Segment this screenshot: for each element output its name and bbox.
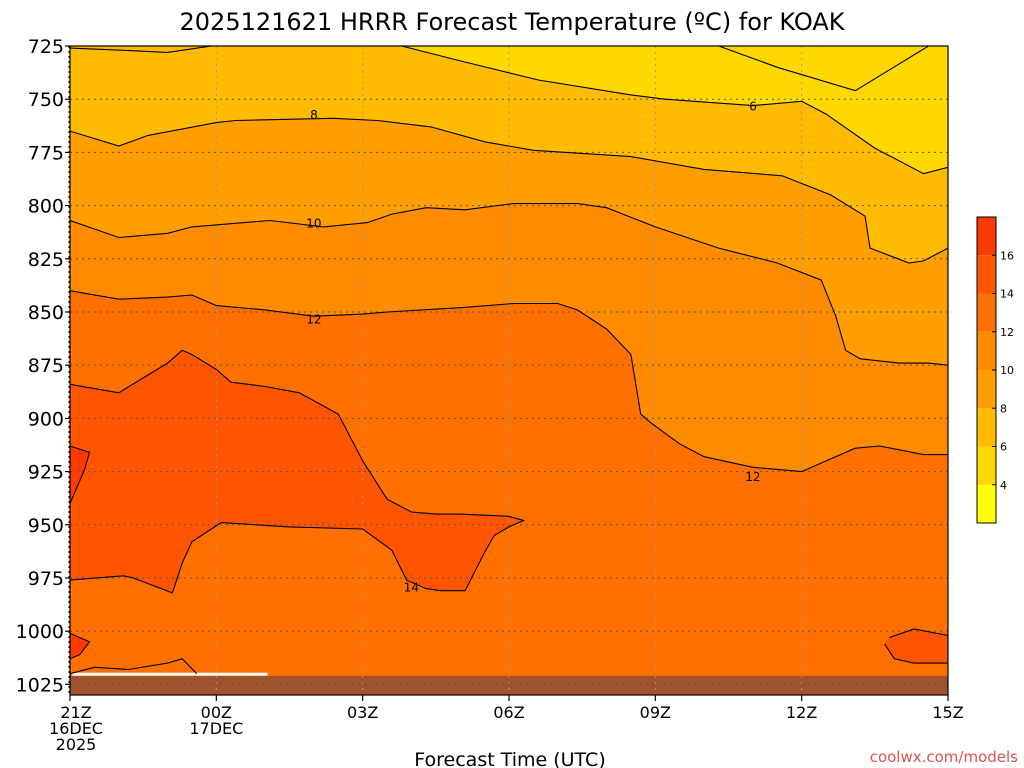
colorbar-label-5: 14 [1000, 288, 1014, 301]
colorbar-label-1: 6 [1000, 441, 1007, 454]
x-tick-label-1-1: 17DEC [189, 719, 243, 738]
colorbar-label-2: 8 [1000, 402, 1007, 415]
y-tick-label-0: 725 [28, 36, 64, 58]
x-tick-label-6-0: 15Z [932, 703, 963, 722]
credit-text: coolwx.com/models [870, 748, 1018, 766]
colorbar-swatch-5 [977, 293, 996, 332]
contour-line-12-4 [70, 290, 948, 473]
x-tick-label-5-0: 12Z [786, 703, 817, 722]
colorbar-swatch-7 [977, 217, 996, 256]
y-tick-label-4: 825 [28, 249, 64, 271]
colorbar-label-3: 10 [1000, 364, 1014, 377]
temperature-region-2 [231, 46, 948, 174]
contour-line-8-2 [70, 117, 948, 264]
surface-missing-segment [72, 672, 268, 676]
colorbar: 4 6 8 10 12 14 16 [976, 216, 1014, 524]
y-tick-label-7: 900 [28, 408, 64, 430]
colorbar-swatch-6 [977, 255, 996, 294]
contour-line-6-1 [70, 46, 948, 175]
y-tick-label-10: 975 [28, 568, 64, 590]
colorbar-label-4: 12 [1000, 326, 1014, 339]
y-tick-label-5: 850 [28, 302, 64, 324]
colorbar-swatch-4 [977, 331, 996, 370]
temperature-region-7 [70, 446, 90, 504]
contour-label-3: 12 [306, 312, 321, 326]
x-tick-label-4-0: 09Z [640, 703, 671, 722]
colorbar-swatch-0 [977, 484, 996, 523]
contour-label-1: 8 [310, 108, 318, 122]
plot-area: 6 8 10 12 14 12 [70, 46, 948, 695]
y-tick-label-11: 1000 [16, 621, 64, 643]
contour-label-2: 10 [306, 217, 321, 231]
contour-line-14-9 [70, 658, 198, 675]
contour-line-10-3 [70, 202, 948, 366]
x-tick-label-0-1: 16DEC [49, 719, 103, 738]
y-tick-label-8: 925 [28, 462, 64, 484]
colorbar-label-6: 16 [1000, 249, 1014, 262]
colorbar-label-0: 4 [1000, 479, 1007, 492]
y-tick-label-12: 1025 [16, 674, 64, 696]
x-tick-label-1-0: 00Z [201, 703, 232, 722]
x-tick-label-0-2: 2025 [56, 735, 97, 754]
x-axis-label: Forecast Time (UTC) [414, 749, 605, 768]
contour-line-14-5 [70, 349, 526, 594]
colorbar-swatch-3 [977, 370, 996, 409]
colorbar-swatch-2 [977, 408, 996, 447]
chart-title: 2025121621 HRRR Forecast Temperature (ºC… [180, 8, 846, 36]
axes: 7257507758008258508759009259509751000102… [16, 36, 964, 754]
x-tick-label-2-0: 03Z [347, 703, 378, 722]
temperature-region-6 [70, 350, 524, 593]
y-tick-label-1: 750 [28, 89, 64, 111]
contour-line-16-7 [70, 632, 91, 660]
x-tick-label-3-0: 06Z [493, 703, 524, 722]
x-tick-label-0-0: 21Z [60, 703, 91, 722]
y-tick-label-6: 875 [28, 355, 64, 377]
contour-label-0: 6 [749, 100, 757, 114]
colorbar-swatch-1 [977, 446, 996, 485]
contour-line-16-6 [70, 445, 91, 504]
contour-line-4-0 [718, 46, 929, 92]
contour-label-4: 14 [404, 580, 419, 594]
y-tick-label-2: 775 [28, 142, 64, 164]
y-tick-label-3: 800 [28, 196, 64, 218]
surface-band [70, 675, 948, 695]
y-tick-label-9: 950 [28, 515, 64, 537]
contour-label-5: 12 [745, 470, 760, 484]
temperature-region-9 [884, 629, 948, 664]
contour-line-14-8 [884, 628, 948, 664]
